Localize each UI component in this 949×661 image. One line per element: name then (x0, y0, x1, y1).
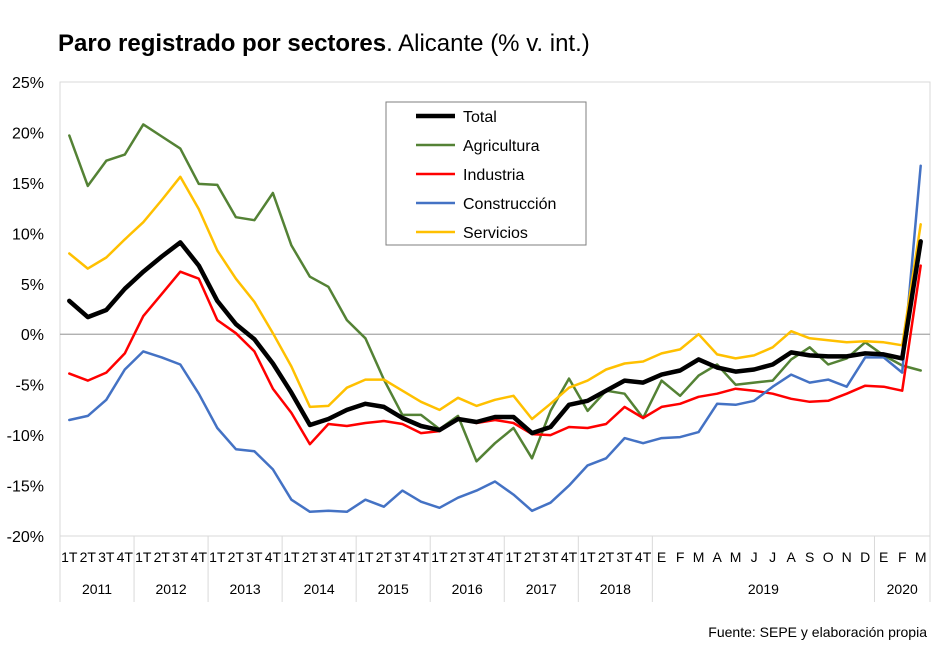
x-tick-label: 3T (172, 549, 189, 565)
x-tick-label: 2T (598, 549, 615, 565)
x-tick-label: 1T (431, 549, 448, 565)
legend-box (385, 101, 587, 246)
x-tick-label: 1T (209, 549, 226, 565)
x-group-label: 2013 (230, 581, 261, 597)
chart-title-bold: Paro registrado por sectores (58, 30, 387, 57)
x-group-label: 2016 (452, 581, 483, 597)
x-tick-label: 3T (542, 549, 559, 565)
x-tick-label: 1T (505, 549, 522, 565)
x-tick-label: F (676, 549, 685, 565)
x-tick-label: 3T (468, 549, 485, 565)
y-tick-label: 10% (12, 226, 44, 243)
y-tick-label: -15% (7, 479, 44, 496)
x-tick-label: 4T (265, 549, 282, 565)
x-tick-label: 3T (246, 549, 263, 565)
legend-label: Construcción (463, 196, 556, 213)
series-line-servicios (68, 175, 922, 421)
source-note: Fuente: SEPE y elaboración propia (708, 624, 927, 640)
x-tick-label: F (898, 549, 907, 565)
legend-label: Total (463, 109, 497, 126)
x-group-label: 2011 (82, 581, 112, 597)
chart-title-rest: . Alicante (% v. int.) (386, 30, 590, 57)
series-line-total (67, 239, 923, 436)
x-tick-label: 3T (616, 549, 633, 565)
y-tick-label: 25% (12, 75, 44, 92)
x-tick-label: 4T (635, 549, 652, 565)
chart-axes: 25%20%15%10%5%0%-5%-10%-15%-20%1T 2T 3T 4T 1… (7, 75, 931, 602)
x-tick-label: 1T (357, 549, 374, 565)
x-tick-label: 4T (413, 549, 430, 565)
x-tick-label: 3T (394, 549, 411, 565)
x-group-label: 2018 (600, 581, 631, 597)
x-group-label: 2019 (748, 581, 779, 597)
x-tick-label: 4T (561, 549, 578, 565)
x-tick-label: M (693, 549, 705, 565)
x-tick-label: 2T (228, 549, 245, 565)
legend-label: Industria (463, 167, 524, 184)
x-tick-label: 2T (376, 549, 393, 565)
chart-lines (67, 123, 923, 514)
x-tick-label: N (842, 549, 852, 565)
y-tick-label: -20% (7, 529, 44, 546)
x-tick-label: 2T (450, 549, 467, 565)
legend-label: Servicios (463, 225, 528, 242)
x-tick-label: E (879, 549, 888, 565)
x-tick-label: D (860, 549, 870, 565)
x-tick-label: J (769, 549, 776, 565)
x-tick-label: 1T (283, 549, 300, 565)
legend-label: Agricultura (463, 138, 540, 155)
x-tick-label: 2T (302, 549, 319, 565)
y-tick-label: -10% (7, 428, 44, 445)
x-tick-label: 1T (135, 549, 152, 565)
y-tick-label: 20% (12, 125, 44, 142)
x-tick-label: 4T (191, 549, 208, 565)
series-line-construcción (68, 164, 922, 514)
x-tick-label: 3T (98, 549, 115, 565)
x-tick-label: J (751, 549, 758, 565)
y-tick-label: 5% (21, 277, 44, 294)
x-tick-label: S (805, 549, 814, 565)
x-tick-label: 1T (61, 549, 78, 565)
y-tick-label: 15% (12, 176, 44, 193)
chart-legend: Total Agricultura Industria Construcción Ser… (385, 101, 587, 246)
series-line-industria (68, 264, 922, 446)
y-tick-label: -5% (16, 378, 44, 395)
x-tick-label: 4T (117, 549, 134, 565)
series-line-agricultura (68, 123, 922, 463)
x-group-label: 2017 (526, 581, 557, 597)
x-group-label: 2014 (304, 581, 335, 597)
chart-title: Paro registrado por sectores. Alicante (… (58, 30, 590, 58)
x-tick-label: 4T (339, 549, 356, 565)
x-tick-label: E (657, 549, 666, 565)
x-tick-label: M (915, 549, 927, 565)
x-tick-label: 2T (154, 549, 171, 565)
x-tick-label: M (730, 549, 742, 565)
x-tick-label: 3T (320, 549, 337, 565)
x-tick-label: 1T (579, 549, 596, 565)
x-tick-label: 4T (487, 549, 504, 565)
x-tick-label: 2T (80, 549, 97, 565)
x-group-label: 2015 (378, 581, 409, 597)
x-tick-label: A (786, 549, 796, 565)
x-tick-label: A (712, 549, 722, 565)
x-group-label: 2020 (887, 581, 918, 597)
y-tick-label: 0% (21, 327, 44, 344)
plot-area-border (59, 81, 931, 537)
x-group-label: 2012 (155, 581, 186, 597)
x-tick-label: 2T (524, 549, 541, 565)
x-tick-label: O (823, 549, 834, 565)
